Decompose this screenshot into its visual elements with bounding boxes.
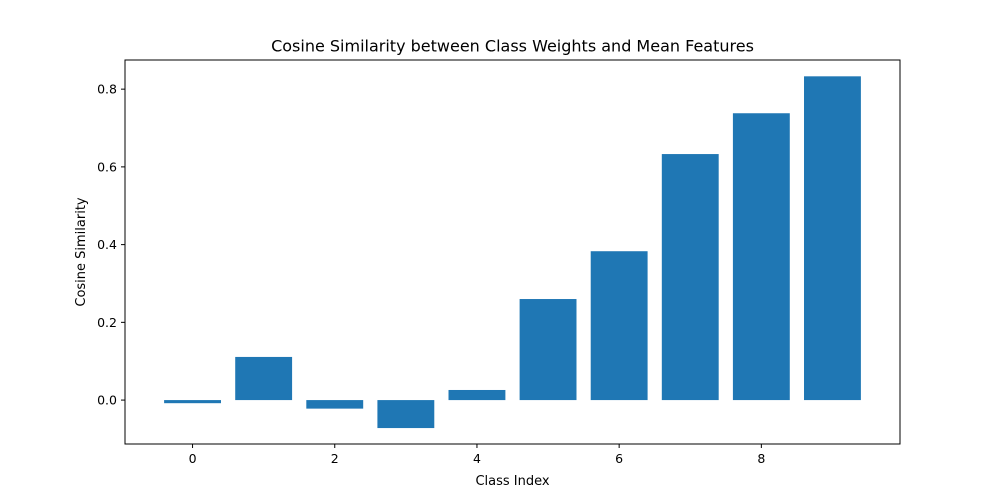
plot-frame: [124, 59, 901, 445]
bar-class-7: [661, 154, 719, 401]
y-tick-label: 0.0: [97, 393, 117, 408]
bar-class-5: [519, 299, 577, 401]
x-tick-label: 0: [189, 451, 197, 466]
bar-class-8: [732, 113, 790, 401]
y-tick-label: 0.6: [97, 159, 117, 174]
x-axis-ticks: 0 2 4 6 8: [189, 444, 765, 466]
x-tick-label: 8: [757, 451, 765, 466]
chart-title: Cosine Similarity between Class Weights …: [271, 37, 754, 56]
y-tick-label: 0.4: [97, 237, 117, 252]
bar-class-3: [377, 400, 435, 429]
bar-class-9: [804, 76, 861, 401]
bars-group: [164, 76, 861, 429]
bar-class-0: [164, 400, 221, 404]
bar-class-1: [235, 356, 293, 401]
x-tick-label: 4: [473, 451, 481, 466]
y-tick-label: 0.8: [97, 82, 117, 97]
bar-class-6: [590, 251, 648, 401]
bar-class-2: [306, 400, 364, 409]
y-axis-ticks: 0.0 0.2 0.4 0.6 0.8: [97, 82, 125, 408]
y-axis-label: Cosine Similarity: [74, 197, 89, 307]
x-tick-label: 2: [331, 451, 339, 466]
bar-class-4: [448, 389, 506, 401]
y-tick-label: 0.2: [97, 315, 117, 330]
x-tick-label: 6: [615, 451, 623, 466]
x-axis-label: Class Index: [475, 474, 549, 489]
